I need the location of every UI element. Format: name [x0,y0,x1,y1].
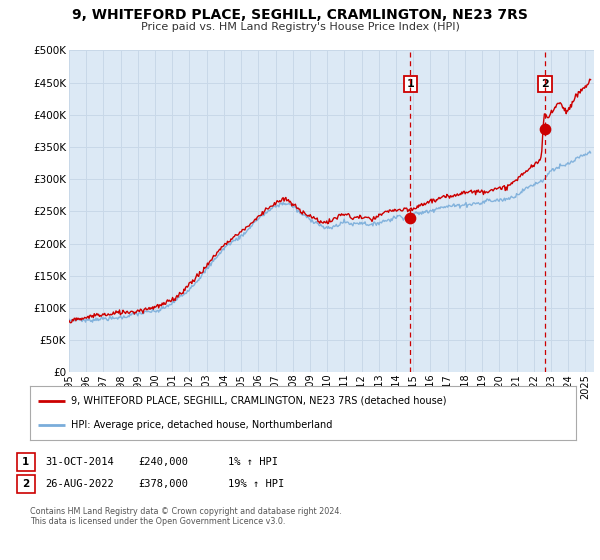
Text: 31-OCT-2014: 31-OCT-2014 [45,457,114,467]
Text: 9, WHITEFORD PLACE, SEGHILL, CRAMLINGTON, NE23 7RS (detached house): 9, WHITEFORD PLACE, SEGHILL, CRAMLINGTON… [71,396,446,406]
Text: £240,000: £240,000 [138,457,188,467]
Text: 1: 1 [22,457,29,467]
Point [406,213,415,222]
Text: 2: 2 [541,79,549,89]
Text: 1: 1 [406,79,414,89]
Text: £378,000: £378,000 [138,479,188,489]
Text: 19% ↑ HPI: 19% ↑ HPI [228,479,284,489]
Text: HPI: Average price, detached house, Northumberland: HPI: Average price, detached house, Nort… [71,420,332,430]
Text: 9, WHITEFORD PLACE, SEGHILL, CRAMLINGTON, NE23 7RS: 9, WHITEFORD PLACE, SEGHILL, CRAMLINGTON… [72,8,528,22]
Text: Price paid vs. HM Land Registry's House Price Index (HPI): Price paid vs. HM Land Registry's House … [140,22,460,32]
Text: 1% ↑ HPI: 1% ↑ HPI [228,457,278,467]
Text: Contains HM Land Registry data © Crown copyright and database right 2024.
This d: Contains HM Land Registry data © Crown c… [30,507,342,526]
Text: 2: 2 [22,479,29,489]
Text: 26-AUG-2022: 26-AUG-2022 [45,479,114,489]
Point [540,124,550,133]
